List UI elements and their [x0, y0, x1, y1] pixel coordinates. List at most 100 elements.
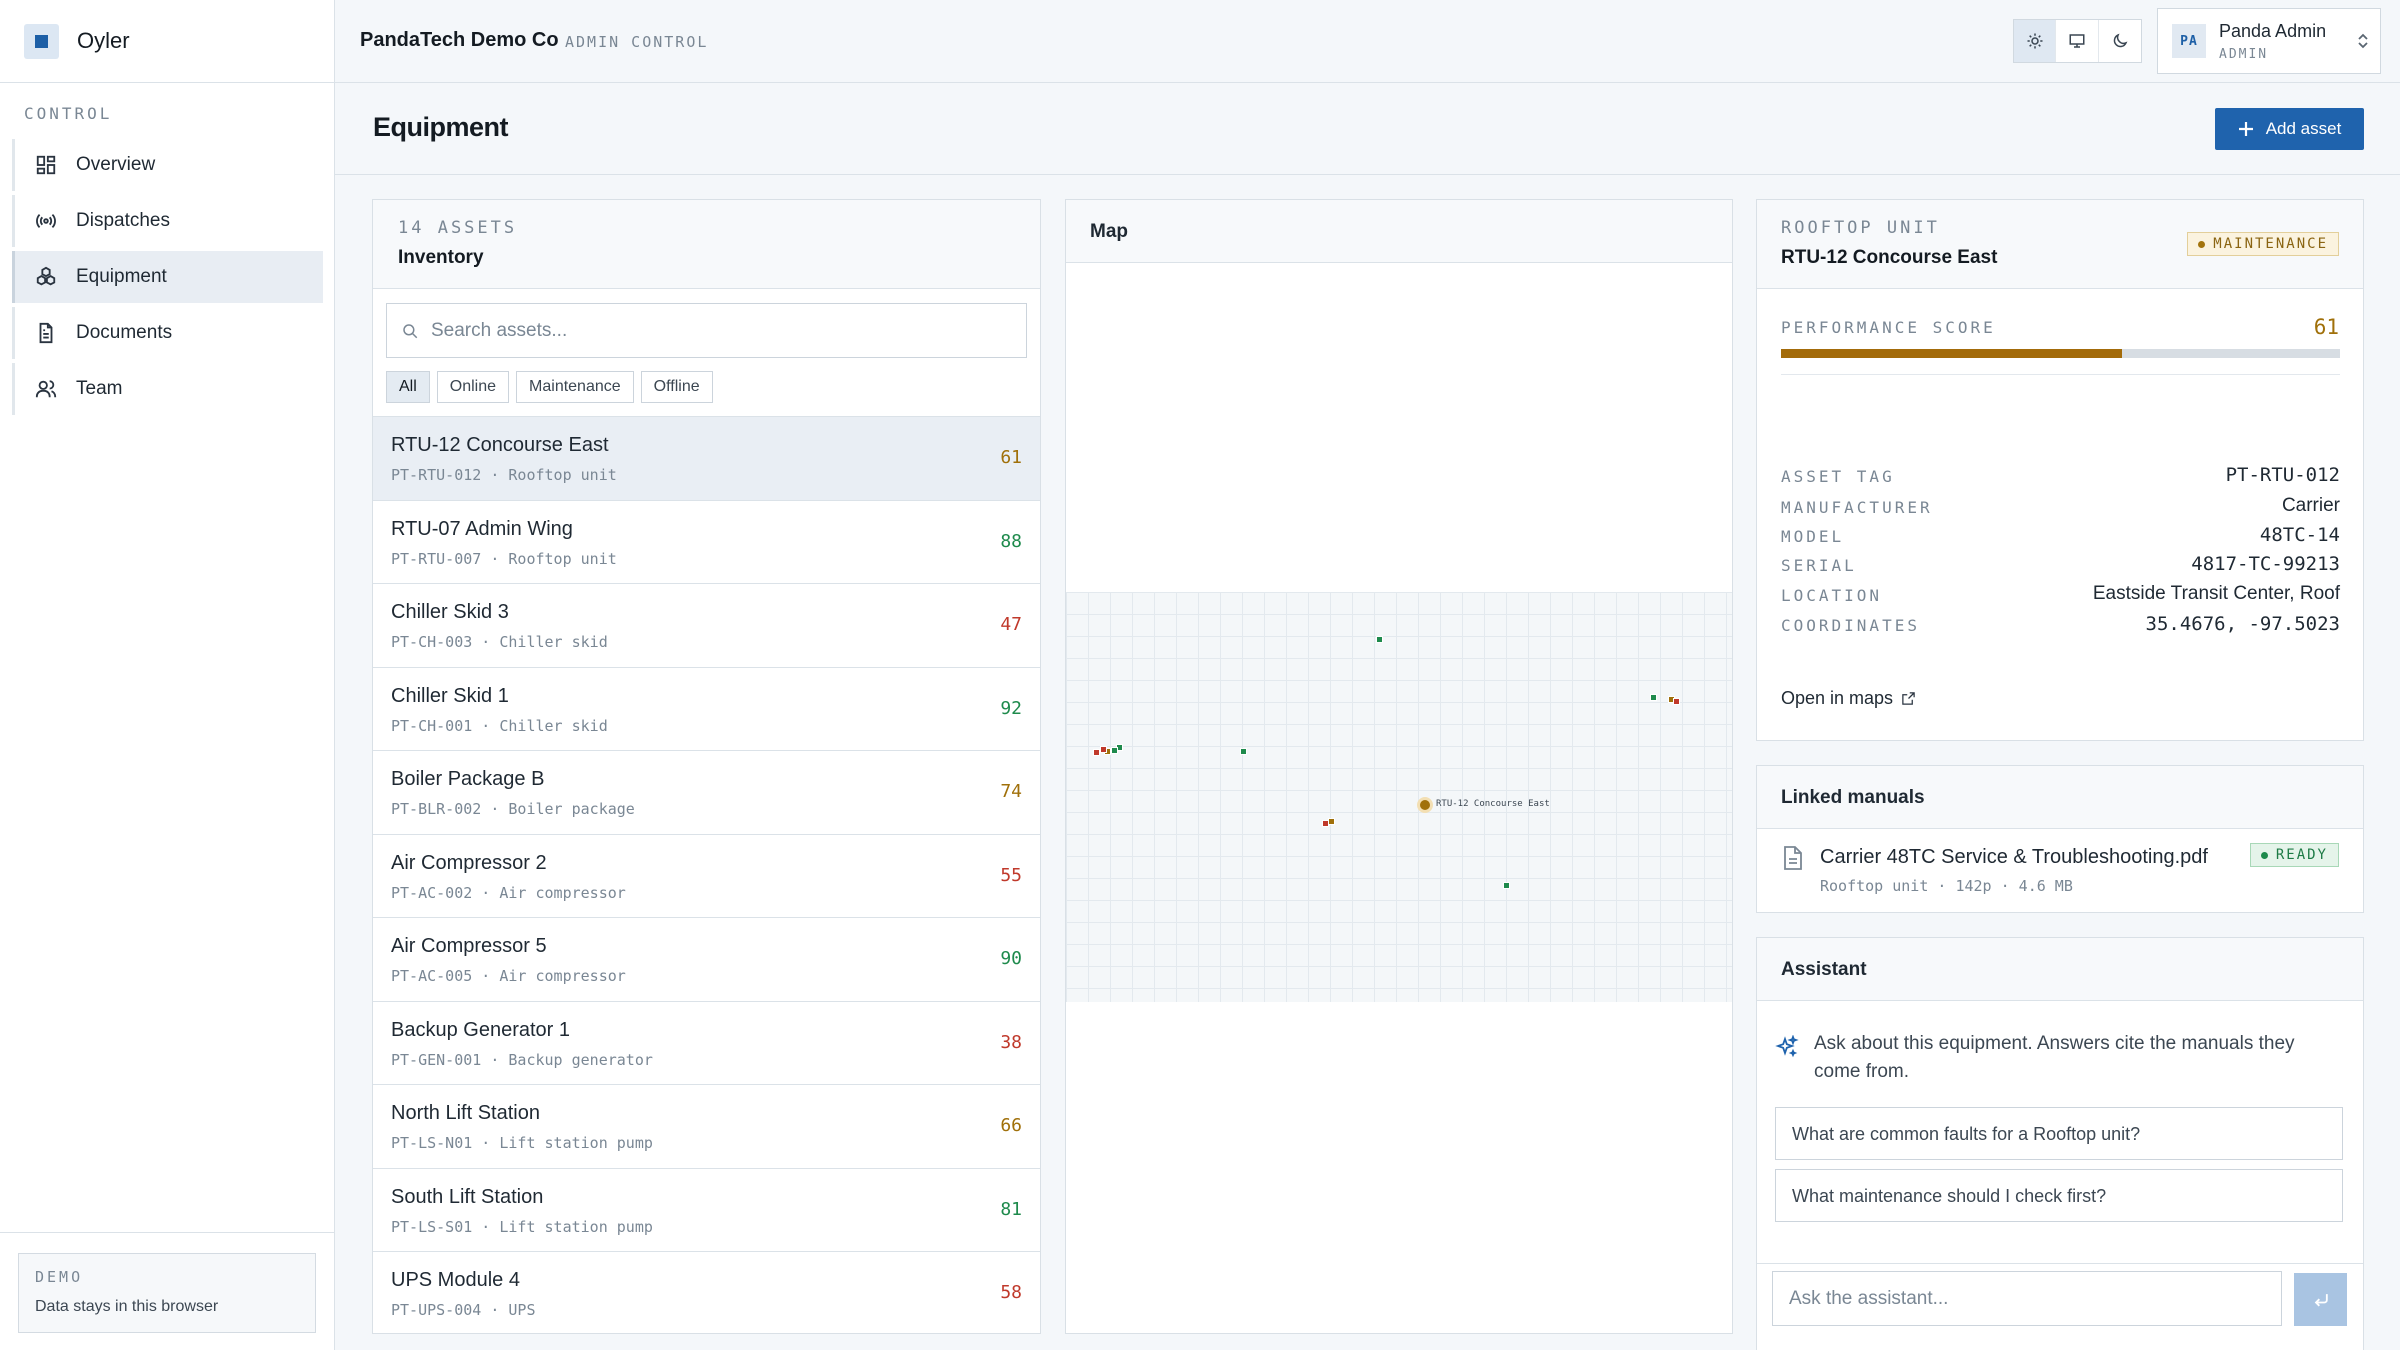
open-in-maps-link[interactable]: Open in maps	[1781, 688, 1916, 709]
field-key: MODEL	[1781, 527, 1845, 546]
asset-row-name: UPS Module 4	[391, 1269, 520, 1291]
equipment-icon	[35, 266, 57, 288]
field-value: 48TC-14	[2259, 524, 2340, 546]
map-pin[interactable]	[1100, 746, 1107, 753]
assistant-input-box	[1772, 1271, 2282, 1326]
asset-row-meta: PT-CH-003 · Chiller skid	[391, 633, 608, 651]
detail-header: ROOFTOP UNIT RTU-12 Concourse East MAINT…	[1757, 200, 2363, 289]
sidebar-item-documents[interactable]: Documents	[12, 307, 323, 359]
map-pin-label: RTU-12 Concourse East	[1436, 799, 1550, 809]
asset-row[interactable]: RTU-12 Concourse East PT-RTU-012 · Roofto…	[373, 416, 1040, 500]
field-key: LOCATION	[1781, 586, 1883, 605]
brand[interactable]: Oyler	[0, 0, 334, 83]
filter-chip-all[interactable]: All	[386, 371, 430, 403]
asset-row[interactable]: RTU-07 Admin Wing PT-RTU-007 · Rooftop un…	[373, 499, 1040, 584]
demo-notice: DEMO Data stays in this browser	[18, 1253, 316, 1333]
map-pin[interactable]	[1503, 882, 1510, 889]
theme-switcher	[2013, 19, 2142, 63]
theme-light-button[interactable]	[2014, 20, 2057, 62]
map-pin[interactable]	[1673, 698, 1680, 705]
monitor-icon	[2068, 32, 2086, 50]
field-value: 4817-TC-99213	[2191, 553, 2340, 575]
asset-row[interactable]: UPS Module 4 PT-UPS-004 · UPS 58	[373, 1251, 1040, 1333]
asset-row-name: RTU-12 Concourse East	[391, 434, 609, 456]
add-asset-label: Add asset	[2265, 119, 2342, 138]
open-maps-label: Open in maps	[1781, 688, 1894, 708]
search-icon	[401, 322, 419, 340]
asset-row-meta: PT-CH-001 · Chiller skid	[391, 716, 608, 735]
asset-row[interactable]: Chiller Skid 3 PT-CH-003 · Chiller skid 47	[373, 583, 1040, 667]
manuals-header: Linked manuals	[1757, 766, 2363, 829]
asset-count: 14 ASSETS	[398, 218, 518, 238]
document-icon	[35, 322, 57, 344]
sidebar-item-label: Equipment	[76, 266, 167, 287]
asset-type: ROOFTOP UNIT	[1781, 218, 1940, 238]
grid-icon	[35, 154, 57, 176]
brand-logo	[24, 23, 59, 59]
asset-row-name: South Lift Station	[391, 1185, 544, 1208]
asset-row-type: UPS	[508, 1301, 536, 1319]
search-input[interactable]	[431, 319, 1011, 342]
asset-row-score: 88	[1000, 530, 1022, 552]
theme-dark-button[interactable]	[2099, 20, 2141, 62]
asset-row[interactable]: South Lift Station PT-LS-S01 · Lift stati…	[373, 1167, 1040, 1252]
asset-row[interactable]: North Lift Station PT-LS-N01 · Lift stati…	[373, 1084, 1040, 1168]
asset-row-score: 92	[1000, 697, 1022, 719]
map-header: Map	[1066, 200, 1732, 263]
asset-row[interactable]: Air Compressor 5 PT-AC-005 · Air compress…	[373, 917, 1040, 1001]
asset-row-type: Lift station pump	[499, 1134, 653, 1152]
assistant-input[interactable]	[1789, 1287, 2269, 1310]
filter-chip-offline[interactable]: Offline	[640, 371, 713, 403]
map-pin[interactable]	[1376, 636, 1383, 643]
field-key: COORDINATES	[1781, 616, 1920, 635]
sparkle-icon	[1775, 1035, 1799, 1059]
send-button[interactable]	[2294, 1273, 2347, 1326]
theme-system-button[interactable]	[2056, 20, 2099, 62]
filter-chip-online[interactable]: Online	[436, 371, 510, 403]
suggestion-button[interactable]: What maintenance should I check first?	[1775, 1169, 2343, 1222]
divider	[1757, 1263, 2363, 1264]
user-menu[interactable]: PA Panda Admin ADMIN	[2157, 8, 2381, 74]
manual-meta: Rooftop unit · 142p · 4.6 MB	[1820, 877, 2073, 895]
asset-row-tag: PT-UPS-004	[391, 1301, 482, 1319]
map-panel: Map RTU-12 Concourse East	[1065, 199, 1733, 1334]
sidebar-item-overview[interactable]: Overview	[12, 139, 323, 191]
suggestion-button[interactable]: What are common faults for a Rooftop uni…	[1775, 1107, 2343, 1160]
map-canvas[interactable]: RTU-12 Concourse East	[1066, 592, 1732, 1002]
field-row: LOCATION Eastside Transit Center, Roof	[1781, 581, 2340, 611]
map-pin[interactable]	[1240, 748, 1247, 755]
sidebar-item-label: Dispatches	[76, 210, 170, 231]
sidebar-item-dispatches[interactable]: Dispatches	[12, 195, 323, 247]
asset-row[interactable]: Backup Generator 1 PT-GEN-001 · Backup ge…	[373, 1000, 1040, 1085]
asset-row-meta: PT-AC-002 · Air compressor	[391, 883, 626, 902]
asset-row-meta: PT-LS-N01 · Lift station pump	[391, 1134, 653, 1152]
asset-row-score: 61	[1000, 447, 1022, 468]
broadcast-icon	[35, 210, 57, 232]
asset-row-name: Backup Generator 1	[391, 1018, 570, 1041]
asset-row-tag: PT-CH-001	[391, 716, 473, 735]
external-link-icon	[1901, 691, 1916, 706]
map-pin[interactable]	[1093, 749, 1100, 756]
sidebar-item-team[interactable]: Team	[12, 363, 323, 415]
asset-row[interactable]: Chiller Skid 1 PT-CH-001 · Chiller skid 92	[373, 666, 1040, 751]
map-pin[interactable]	[1328, 818, 1335, 825]
map-pin[interactable]	[1111, 747, 1118, 754]
add-asset-button[interactable]: Add asset	[2215, 108, 2364, 150]
map-pin[interactable]	[1650, 694, 1657, 701]
sidebar-item-equipment[interactable]: Equipment	[12, 251, 323, 303]
asset-row-name: Air Compressor 5	[391, 935, 547, 957]
users-icon	[35, 378, 57, 400]
field-value: PT-RTU-012	[2225, 464, 2340, 486]
file-icon	[1783, 846, 1803, 870]
manual-title: Carrier 48TC Service & Troubleshooting.p…	[1820, 846, 2208, 868]
status-dot-icon	[2198, 240, 2206, 248]
asset-row[interactable]: Boiler Package B PT-BLR-002 · Boiler pack…	[373, 750, 1040, 834]
org-subtitle: ADMIN CONTROL	[565, 33, 709, 51]
field-row: MODEL 48TC-14	[1781, 522, 2340, 552]
asset-row-type: Rooftop unit	[508, 549, 617, 568]
asset-row[interactable]: Air Compressor 2 PT-AC-002 · Air compress…	[373, 833, 1040, 918]
filter-chip-maintenance[interactable]: Maintenance	[516, 371, 634, 403]
status-badge: MAINTENANCE	[2187, 232, 2339, 256]
asset-row-score: 74	[1000, 781, 1022, 802]
map-pin-selected[interactable]	[1420, 800, 1430, 810]
